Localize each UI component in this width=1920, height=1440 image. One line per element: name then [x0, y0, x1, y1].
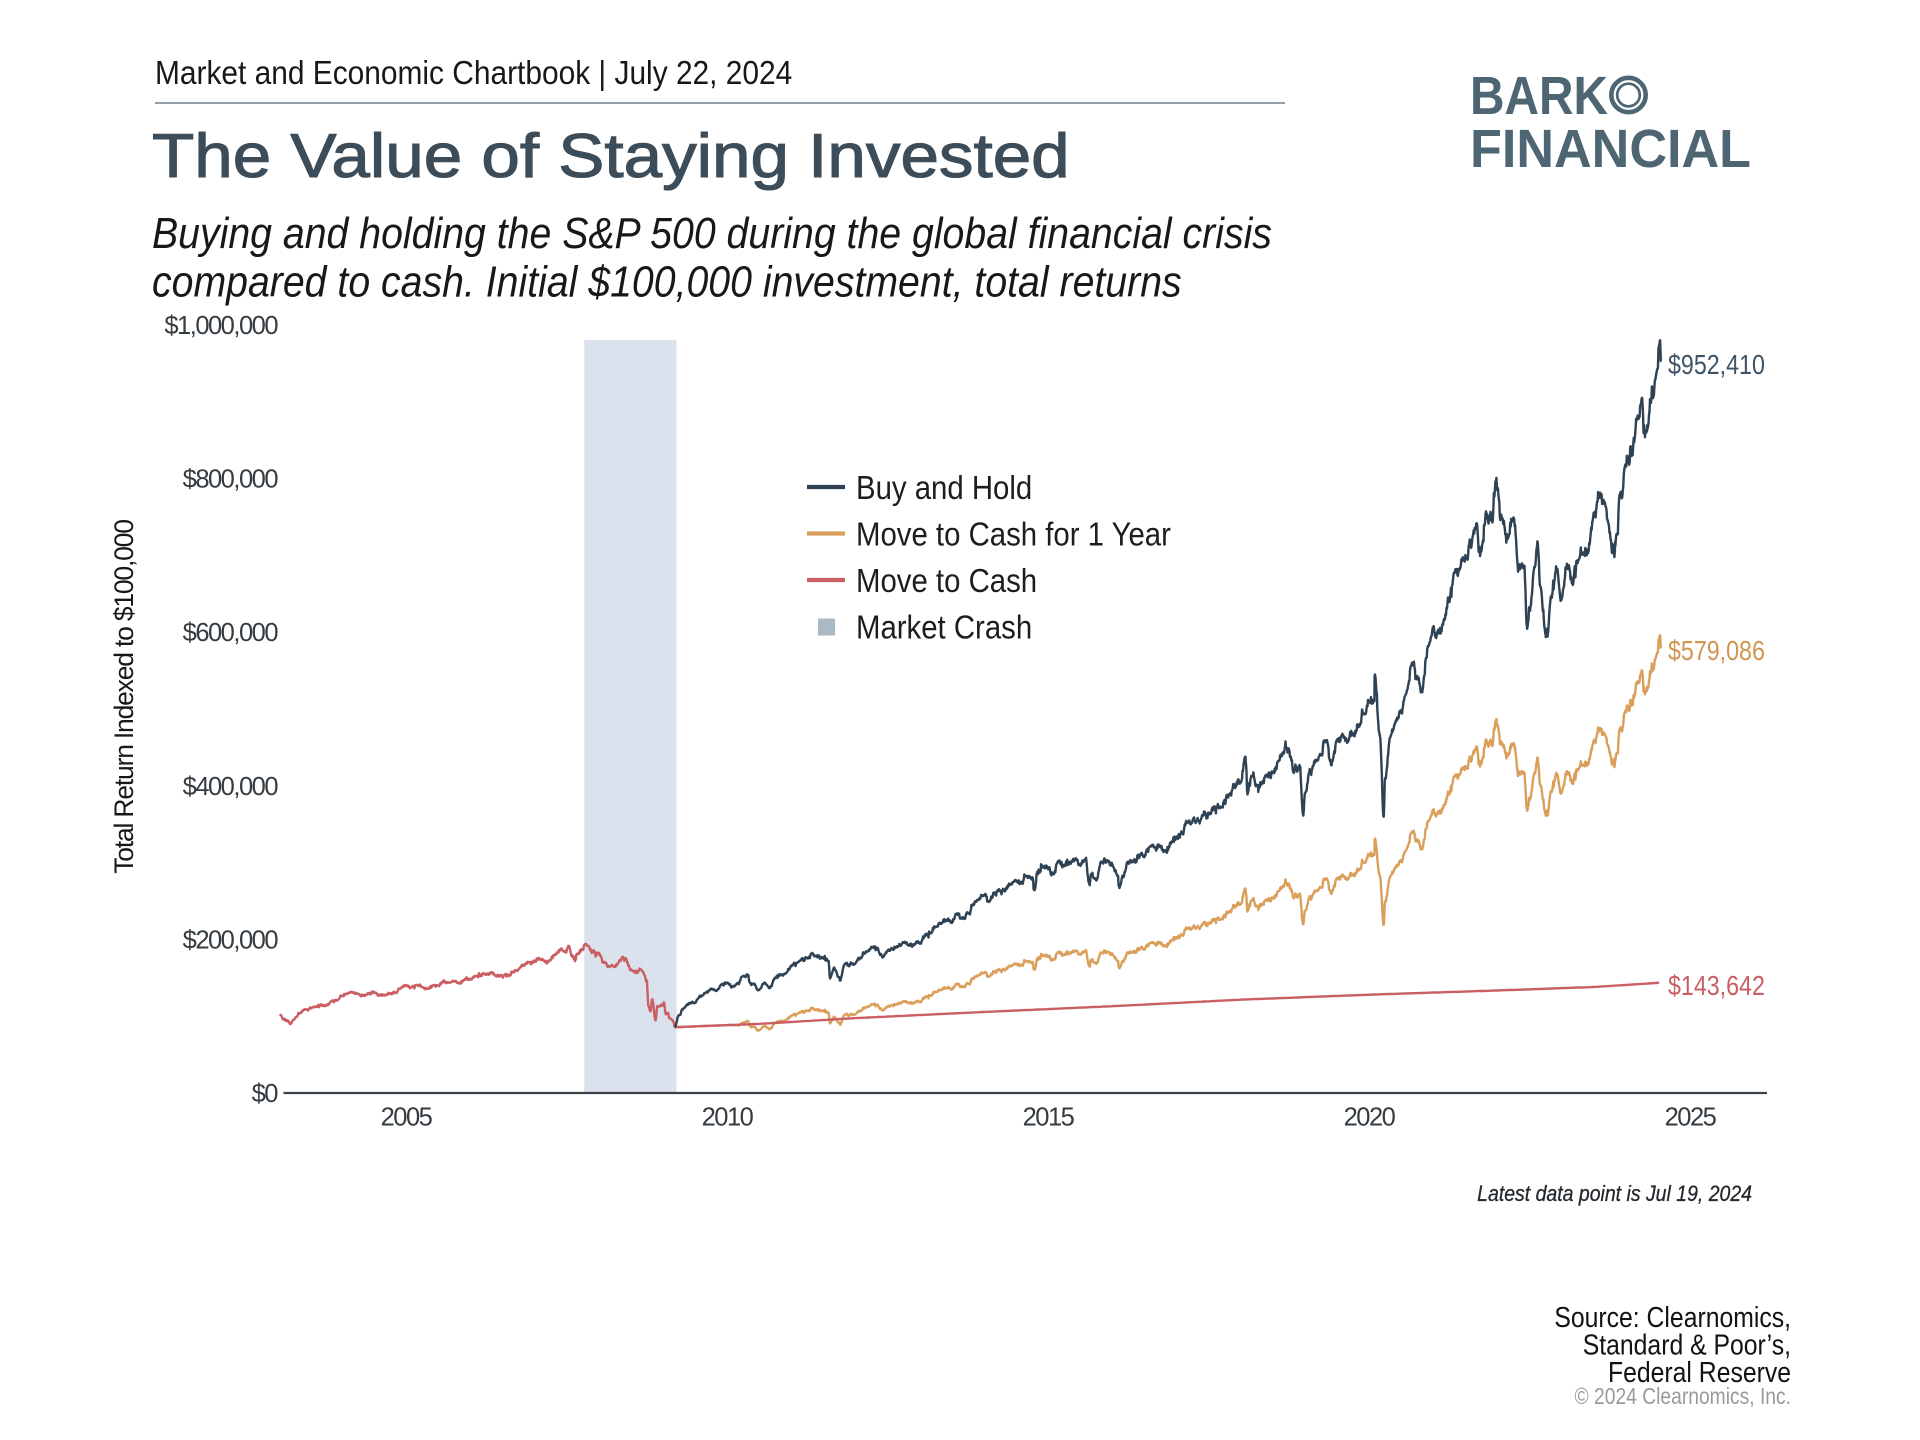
svg-text:© 2024 Clearnomics, Inc.: © 2024 Clearnomics, Inc. — [1574, 1384, 1791, 1409]
svg-text:2025: 2025 — [1665, 1104, 1717, 1132]
svg-text:Market and Economic Chartbook: Market and Economic Chartbook | July 22,… — [155, 55, 792, 92]
svg-text:Source: Clearnomics,: Source: Clearnomics, — [1554, 1301, 1791, 1333]
svg-text:2020: 2020 — [1344, 1104, 1396, 1132]
svg-text:Buy and Hold: Buy and Hold — [856, 469, 1032, 506]
svg-text:Federal Reserve: Federal Reserve — [1608, 1356, 1791, 1388]
svg-text:2010: 2010 — [702, 1104, 754, 1132]
svg-text:BARK: BARK — [1470, 66, 1608, 126]
svg-text:Market Crash: Market Crash — [856, 609, 1032, 646]
svg-text:compared to cash. Initial $100: compared to cash. Initial $100,000 inves… — [152, 256, 1182, 306]
svg-text:Latest data point is Jul 19, 2: Latest data point is Jul 19, 2024 — [1477, 1182, 1752, 1206]
svg-text:Total Return Indexed to $100,0: Total Return Indexed to $100,000 — [109, 520, 139, 874]
svg-text:Move to Cash: Move to Cash — [856, 562, 1037, 599]
svg-text:$143,642: $143,642 — [1668, 971, 1765, 1001]
svg-text:$952,410: $952,410 — [1668, 350, 1765, 380]
svg-text:FINANCIAL: FINANCIAL — [1470, 119, 1751, 179]
svg-text:2005: 2005 — [381, 1104, 433, 1132]
svg-text:$600,000: $600,000 — [183, 619, 279, 647]
svg-text:Standard & Poor’s,: Standard & Poor’s, — [1583, 1329, 1791, 1361]
svg-text:Buying and holding the S&P 500: Buying and holding the S&P 500 during th… — [152, 208, 1272, 258]
svg-text:The Value of Staying Invested: The Value of Staying Invested — [152, 120, 1070, 190]
svg-text:$1,000,000: $1,000,000 — [164, 312, 278, 340]
svg-text:$800,000: $800,000 — [183, 466, 279, 494]
svg-text:$400,000: $400,000 — [183, 773, 279, 801]
svg-text:$0: $0 — [252, 1080, 279, 1108]
svg-text:Move to Cash for 1 Year: Move to Cash for 1 Year — [856, 516, 1171, 553]
svg-text:$200,000: $200,000 — [183, 926, 279, 954]
svg-text:$579,086: $579,086 — [1668, 636, 1765, 666]
svg-text:2015: 2015 — [1023, 1104, 1075, 1132]
